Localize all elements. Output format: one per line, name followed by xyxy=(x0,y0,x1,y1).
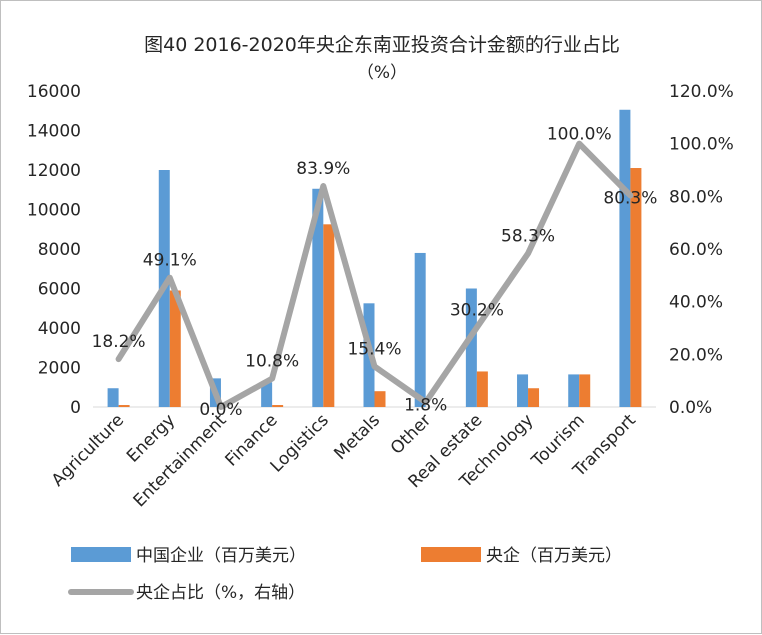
right-tick-label: 60.0% xyxy=(669,240,723,260)
bar-central-soe xyxy=(476,371,488,407)
left-tick-label: 16000 xyxy=(27,82,81,102)
left-tick-label: 10000 xyxy=(27,201,81,221)
bar-central-soe xyxy=(374,391,386,407)
x-category-label: Agriculture xyxy=(48,410,128,490)
bar-central-soe xyxy=(272,405,284,407)
legend-label-central-soe: 央企（百万美元） xyxy=(486,546,622,566)
x-category-label: Metals xyxy=(330,410,384,464)
bar-china-enterprises xyxy=(107,388,119,407)
left-tick-label: 8000 xyxy=(38,240,81,260)
chart-subtitle: （%） xyxy=(357,63,407,83)
ratio-data-label: 49.1% xyxy=(143,251,197,271)
legend-swatch-central-soe xyxy=(421,547,481,562)
right-tick-label: 40.0% xyxy=(669,293,723,313)
ratio-data-label: 80.3% xyxy=(603,189,657,209)
legend-label-ratio: 央企占比（%，右轴） xyxy=(136,583,305,603)
x-category-label: Other xyxy=(387,410,435,458)
right-tick-label: 20.0% xyxy=(669,345,723,365)
bar-china-enterprises xyxy=(517,374,529,407)
ratio-data-label: 100.0% xyxy=(547,125,612,145)
x-axis-labels: AgricultureEnergyEntertainmentFinanceLog… xyxy=(48,410,640,511)
legend-swatch-china-enterprises xyxy=(71,547,131,562)
left-tick-label: 12000 xyxy=(27,161,81,181)
ratio-data-label: 1.8% xyxy=(404,395,447,415)
legend: 中国企业（百万美元） 央企（百万美元） 央企占比（%，右轴） xyxy=(68,546,622,603)
left-tick-label: 2000 xyxy=(38,359,81,379)
left-tick-label: 6000 xyxy=(38,280,81,300)
bar-china-enterprises xyxy=(465,288,477,407)
left-tick-label: 14000 xyxy=(27,122,81,142)
right-axis: 0.0% 20.0% 40.0% 60.0% 80.0% 100.0% 120.0% xyxy=(669,82,734,418)
ratio-data-label: 83.9% xyxy=(296,159,350,179)
left-tick-label: 4000 xyxy=(38,319,81,339)
bar-central-soe xyxy=(630,168,642,407)
chart-title: 图40 2016-2020年央企东南亚投资合计金额的行业占比 xyxy=(144,34,620,56)
bar-central-soe xyxy=(528,388,540,407)
right-tick-label: 0.0% xyxy=(669,398,712,418)
ratio-data-label: 58.3% xyxy=(501,226,555,246)
bar-central-soe xyxy=(579,374,591,407)
ratio-data-label: 10.8% xyxy=(245,352,299,372)
ratio-data-label: 15.4% xyxy=(347,339,401,359)
ratio-data-label: 18.2% xyxy=(92,332,146,352)
right-tick-label: 100.0% xyxy=(669,135,734,155)
ratio-line xyxy=(115,140,634,410)
bar-china-enterprises xyxy=(568,374,580,407)
bar-central-soe xyxy=(118,405,130,407)
bar-china-enterprises xyxy=(619,109,631,407)
bar-central-soe xyxy=(169,290,181,407)
legend-label-china-enterprises: 中国企业（百万美元） xyxy=(136,546,306,566)
ratio-line-group: 18.2% 49.1% 0.0% 10.8% 83.9% 15.4% 1.8% 30.2% 58… xyxy=(92,125,658,420)
bar-china-enterprises xyxy=(414,252,426,407)
left-axis: 0 2000 4000 6000 8000 10000 12000 14000 16000 xyxy=(27,82,81,418)
bar-china-enterprises xyxy=(312,188,324,407)
ratio-data-label: 30.2% xyxy=(450,300,504,320)
left-tick-label: 0 xyxy=(70,398,81,418)
right-tick-label: 80.0% xyxy=(669,187,723,207)
bar-china-enterprises xyxy=(261,382,273,407)
x-category-label: Entertainment xyxy=(130,410,231,511)
bar-central-soe xyxy=(323,224,335,407)
right-tick-label: 120.0% xyxy=(669,82,734,102)
ratio-data-label: 0.0% xyxy=(199,400,242,420)
